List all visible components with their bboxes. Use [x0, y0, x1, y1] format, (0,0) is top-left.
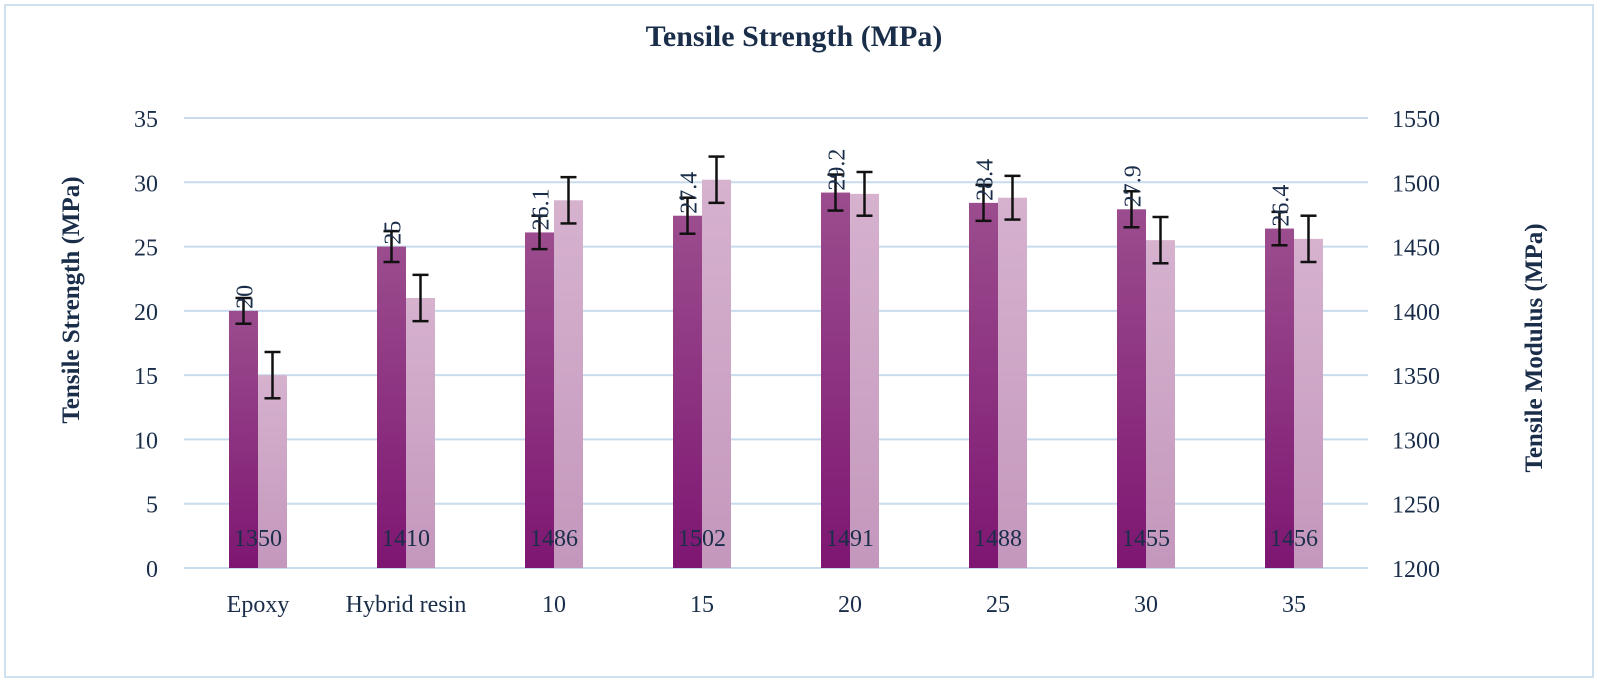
- data-label-series-2: 1491: [826, 526, 874, 552]
- y-tick-label: 5: [146, 493, 158, 519]
- y-axis-title: Tensile Strength (MPa): [58, 176, 85, 423]
- y2-tick-label: 1550: [1392, 107, 1440, 133]
- data-label-series-2: 1410: [382, 526, 430, 552]
- y-tick-label: 30: [134, 171, 158, 197]
- data-label-series-2: 1486: [530, 526, 578, 552]
- data-label-series-2: 1455: [1122, 526, 1170, 552]
- data-label-series-2: 1456: [1270, 526, 1318, 552]
- y-tick-label: 35: [134, 107, 158, 133]
- y-tick-label: 15: [134, 364, 158, 390]
- bar-series-2: [1294, 238, 1323, 568]
- y2-tick-label: 1300: [1392, 428, 1440, 454]
- y2-axis-title: Tensile Modulus (MPa): [1521, 223, 1548, 472]
- y-tick-label: 20: [134, 300, 158, 326]
- gridlines: [184, 117, 1368, 569]
- data-labels: 20 25 26.1 27.4 29.2 28.4 27.9 26.4 1350 1410 1486…: [233, 149, 1319, 552]
- category-label: 25: [986, 592, 1010, 618]
- category-label: Hybrid resin: [346, 592, 467, 618]
- y2-tick-label: 1200: [1392, 557, 1440, 583]
- category-label: Epoxy: [227, 592, 290, 618]
- axis-ticks: 0 1200 5 1250 10 1300 15 1350 20 1400 25 1450 30 1500…: [134, 107, 1440, 583]
- y-tick-label: 25: [134, 236, 158, 262]
- data-label-series-1: 20: [233, 285, 259, 309]
- data-label-series-1: 27.9: [1121, 165, 1147, 207]
- data-label-series-1: 27.4: [677, 172, 703, 214]
- bar-series-2: [850, 193, 879, 568]
- bar-series-2: [258, 375, 287, 568]
- bar-series-1: [969, 202, 998, 568]
- category-label: 15: [690, 592, 714, 618]
- y2-tick-label: 1500: [1392, 171, 1440, 197]
- bar-series-1: [525, 232, 554, 568]
- data-label-series-1: 28.4: [973, 159, 999, 201]
- y2-tick-label: 1450: [1392, 236, 1440, 262]
- bar-series-2: [702, 179, 731, 568]
- bar-series-2: [406, 298, 435, 568]
- bar-series-2: [554, 200, 583, 569]
- data-label-series-2: 1502: [678, 526, 726, 552]
- bar-series-1: [377, 246, 406, 569]
- bar-series-1: [673, 215, 702, 568]
- bar-series-2: [998, 197, 1027, 568]
- data-label-series-1: 26.4: [1269, 185, 1295, 227]
- data-label-series-1: 26.1: [529, 188, 555, 230]
- bars: [229, 179, 1323, 569]
- error-bars: [235, 155, 1317, 400]
- bar-series-2: [1146, 240, 1175, 568]
- bar-series-1: [1265, 228, 1294, 569]
- y2-tick-label: 1250: [1392, 493, 1440, 519]
- y2-tick-label: 1350: [1392, 364, 1440, 390]
- category-label: 35: [1282, 592, 1306, 618]
- category-label: 20: [838, 592, 862, 618]
- data-label-series-1: 25: [381, 221, 407, 245]
- y-tick-label: 0: [146, 557, 158, 583]
- y-tick-label: 10: [134, 428, 158, 454]
- bar-series-1: [229, 310, 258, 568]
- data-label-series-1: 29.2: [825, 149, 851, 191]
- category-label: 10: [542, 592, 566, 618]
- bar-series-1: [821, 192, 850, 569]
- data-label-series-2: 1488: [974, 526, 1022, 552]
- chart-title: Tensile Strength (MPa): [646, 20, 943, 53]
- bar-series-1: [1117, 209, 1146, 569]
- category-label: 30: [1134, 592, 1158, 618]
- data-label-series-2: 1350: [234, 526, 282, 552]
- y2-tick-label: 1400: [1392, 300, 1440, 326]
- category-labels: Epoxy Hybrid resin 10 15 20 25 30 35: [227, 592, 1306, 618]
